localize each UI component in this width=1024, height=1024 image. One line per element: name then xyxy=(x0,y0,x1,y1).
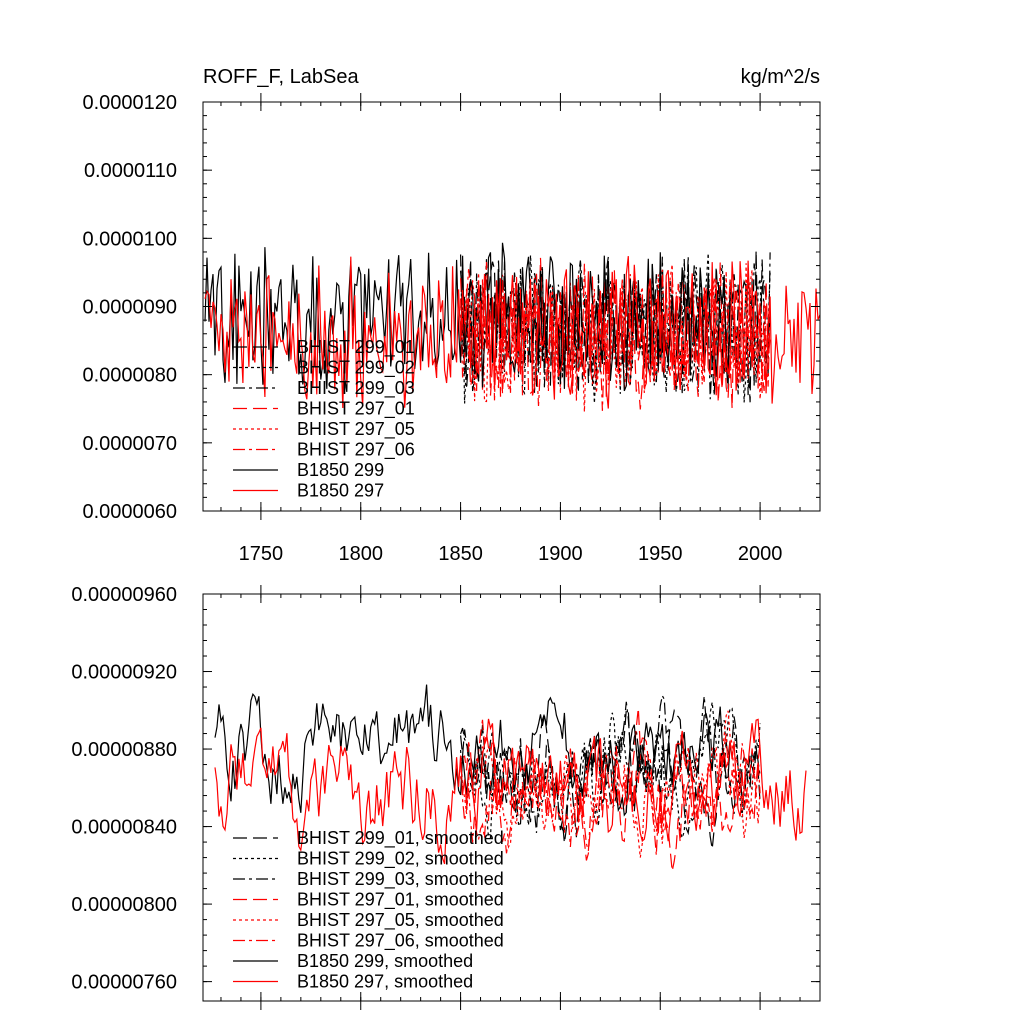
legend-label: BHIST 297_05, smoothed xyxy=(297,910,504,931)
chart-panel-2: 0.00000760 0.00000800 0.00000840 0.00000880… xyxy=(71,584,821,1010)
x-tick-label: 1800 xyxy=(338,543,383,565)
legend-label: BHIST 297_06, smoothed xyxy=(297,931,504,952)
legend-label: BHIST 297_01 xyxy=(297,399,415,420)
series-line-3 xyxy=(460,693,761,836)
y-tick-label: 0.0000110 xyxy=(84,160,177,182)
x-tick-label: 1750 xyxy=(239,543,284,565)
plot-frame xyxy=(202,593,821,1002)
series-line-6 xyxy=(460,733,761,856)
legend-label: BHIST 299_01, smoothed xyxy=(297,828,504,849)
x-tick-label: 1900 xyxy=(538,543,583,565)
y-tick-label: 0.0000080 xyxy=(82,365,177,387)
y-tick-label: 0.0000060 xyxy=(82,501,177,523)
y-tick-label: 0.00000840 xyxy=(71,817,177,839)
series-line-8 xyxy=(204,256,821,409)
y-tick-label: 0.00000960 xyxy=(71,584,177,606)
legend-label: B1850 297, smoothed xyxy=(297,972,473,992)
x-tick-label: 1850 xyxy=(438,543,483,565)
series-line-4 xyxy=(460,707,761,872)
series-line-1 xyxy=(460,708,761,850)
y-tick-label: 0.00000880 xyxy=(71,739,177,761)
y-tick-label: 0.0000100 xyxy=(82,228,177,250)
legend-label: BHIST 299_02, smoothed xyxy=(297,849,504,870)
series-line-4 xyxy=(460,257,771,410)
legend-label: BHIST 297_01, smoothed xyxy=(297,890,504,911)
chart-units: kg/m^2/s xyxy=(741,66,820,88)
x-tick-label: 1950 xyxy=(638,543,683,565)
x-tick-label: 2000 xyxy=(738,543,783,565)
series-line-8 xyxy=(214,718,807,865)
legend-label: B1850 299, smoothed xyxy=(297,951,473,971)
legend-label: B1850 299 xyxy=(297,460,384,480)
legend-label: BHIST 299_02 xyxy=(297,358,415,379)
legend-label: BHIST 297_05 xyxy=(297,419,415,440)
y-tick-label: 0.0000070 xyxy=(82,433,177,455)
legend-label: BHIST 299_03 xyxy=(297,378,415,399)
legend-label: BHIST 299_01 xyxy=(297,337,415,358)
y-tick-label: 0.0000120 xyxy=(82,92,177,114)
chart-panel-1: 0.0000060 0.0000070 0.0000080 0.0000090 0.00… xyxy=(82,66,821,565)
y-tick-label: 0.00000920 xyxy=(71,662,177,684)
y-tick-label: 0.00000760 xyxy=(71,972,177,994)
series-line-5 xyxy=(460,710,761,858)
y-tick-label: 0.00000800 xyxy=(71,894,177,916)
legend-label: BHIST 297_06 xyxy=(297,440,415,461)
series-line-7 xyxy=(204,242,731,392)
series-line-2 xyxy=(460,702,761,840)
y-tick-label: 0.0000090 xyxy=(82,297,177,319)
chart-title: ROFF_F, LabSea xyxy=(203,66,360,88)
legend-label: BHIST 299_03, smoothed xyxy=(297,869,504,890)
legend-label: B1850 297 xyxy=(297,481,384,501)
